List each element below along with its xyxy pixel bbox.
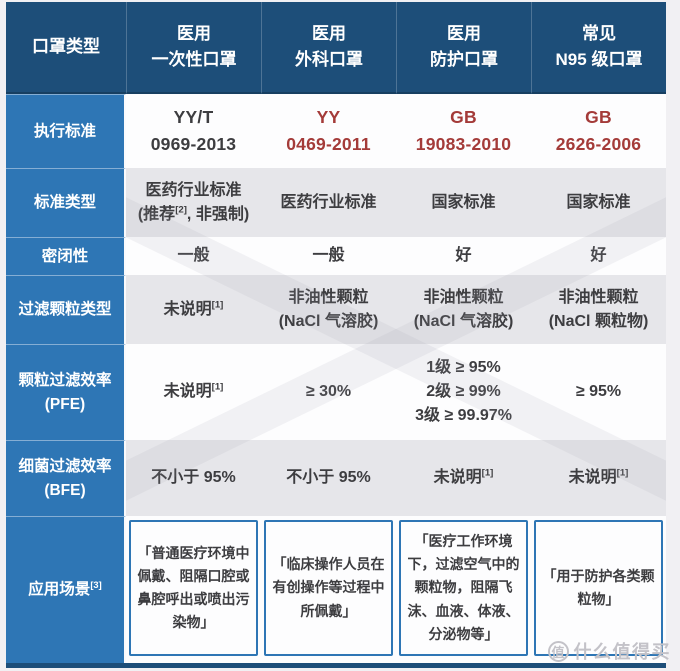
value-cell: 未说明[1] [126,275,261,344]
row-label-standard-code: 执行标准 [6,94,126,168]
value-cell: GB 19083-2010 [396,94,531,168]
scenario-box: 「医疗工作环境下，过滤空气中的颗粒物，阻隔飞沫、血液、体液、分泌物等」 [399,520,528,656]
corner-header-label: 口罩类型 [32,36,100,56]
value-cell: 未说明[1] [396,440,531,516]
value-cell: 非油性颗粒 (NaCl 颗粒物) [531,275,666,344]
value-cell: 好 [396,237,531,275]
site-watermark: 值 什么值得买 [547,638,672,664]
column-header-label: 医用 一次性口罩 [151,23,237,69]
value-cell: 未说明[1] [126,344,261,440]
value-cell: 不小于 95% [126,440,261,516]
value-cell: YY 0469-2011 [261,94,396,168]
column-header-label: 常见 N95 级口罩 [555,23,643,69]
column-header-surgical: 医用 外科口罩 [261,2,396,94]
value-cell: 「用于防护各类颗粒物」 [531,516,666,663]
value-cell: 国家标准 [396,168,531,237]
value-cell: 「普通医疗环境中佩戴、阻隔口腔或鼻腔呼出或喷出污染物」 [126,516,261,663]
value-cell: 一般 [126,237,261,275]
column-header-n95: 常见 N95 级口罩 [531,2,666,94]
value-cell: ≥ 30% [261,344,396,440]
value-cell: 医药行业标准 [261,168,396,237]
value-cell: 未说明[1] [531,440,666,516]
site-watermark-text: 什么值得买 [573,642,671,662]
value-cell: 好 [531,237,666,275]
mask-comparison-table: 口罩类型 医用 一次性口罩 医用 外科口罩 医用 防护口罩 常见 N95 级口罩… [6,2,666,668]
column-header-label: 医用 防护口罩 [430,23,498,69]
value-cell: 「临床操作人员在有创操作等过程中所佩戴」 [261,516,396,663]
value-cell: 非油性颗粒 (NaCl 气溶胶) [396,275,531,344]
scenario-box: 「临床操作人员在有创操作等过程中所佩戴」 [264,520,393,656]
corner-header: 口罩类型 [6,2,126,94]
scenario-box: 「普通医疗环境中佩戴、阻隔口腔或鼻腔呼出或喷出污染物」 [129,520,258,656]
value-cell: 非油性颗粒 (NaCl 气溶胶) [261,275,396,344]
value-cell: ≥ 95% [531,344,666,440]
value-cell: 1级 ≥ 95% 2级 ≥ 99% 3级 ≥ 99.97% [396,344,531,440]
row-label-standard-type: 标准类型 [6,168,126,237]
value-cell: 医药行业标准 (推荐[2], 非强制) [126,168,261,237]
value-cell: 不小于 95% [261,440,396,516]
value-cell: GB 2626-2006 [531,94,666,168]
value-cell: 一般 [261,237,396,275]
value-cell: YY/T 0969-2013 [126,94,261,168]
row-label-seal: 密闭性 [6,237,126,275]
scenario-box: 「用于防护各类颗粒物」 [534,520,663,656]
value-cell: 「医疗工作环境下，过滤空气中的颗粒物，阻隔飞沫、血液、体液、分泌物等」 [396,516,531,663]
row-label-particle-type: 过滤颗粒类型 [6,275,126,344]
row-label-pfe: 颗粒过滤效率 (PFE) [6,344,126,440]
value-cell: 国家标准 [531,168,666,237]
row-label-bfe: 细菌过滤效率 (BFE) [6,440,126,516]
row-label-application: 应用场景[3] [6,516,126,663]
column-header-disposable: 医用 一次性口罩 [126,2,261,94]
column-header-label: 医用 外科口罩 [295,23,363,69]
smzdm-logo-icon: 值 [547,640,569,662]
column-header-protective: 医用 防护口罩 [396,2,531,94]
